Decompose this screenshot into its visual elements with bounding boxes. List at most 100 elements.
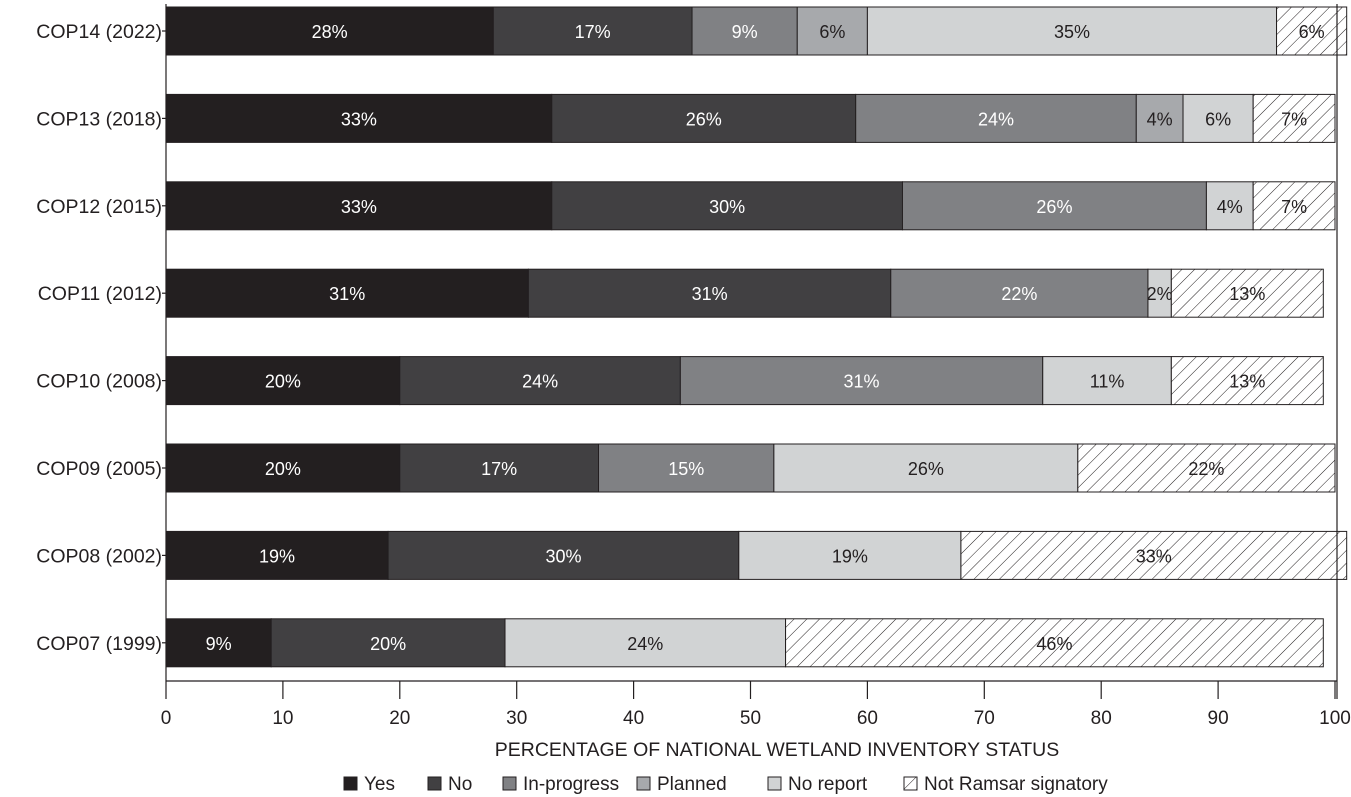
data-label: 11%	[1090, 372, 1125, 392]
category-label: COP07 (1999)	[36, 633, 162, 655]
x-tick-label: 30	[506, 708, 527, 729]
data-label: 30%	[545, 546, 581, 566]
legend: Yes No In-progress Planned No report Not Rams…	[343, 774, 1108, 795]
bar-segment	[270, 618, 506, 668]
x-tick-label: 10	[272, 708, 293, 729]
legend-label: Planned	[657, 774, 727, 795]
bar-segment	[551, 181, 903, 231]
bar-segment	[504, 618, 787, 668]
data-label: 31%	[692, 284, 728, 304]
bar-segment	[960, 530, 1348, 580]
bar-segment	[785, 618, 1324, 668]
data-label: 31%	[844, 372, 880, 392]
data-label: 19%	[259, 546, 295, 566]
data-label: 4%	[1217, 197, 1243, 217]
category-label: COP14 (2022)	[36, 21, 162, 43]
bar-segment	[855, 93, 1137, 143]
data-label: 2%	[1147, 284, 1173, 304]
data-label: 26%	[908, 459, 944, 479]
x-ticks-layer: 0 10 20 30 40 50 60 70 80 90 100	[161, 681, 1351, 729]
data-label: 26%	[1036, 197, 1072, 217]
legend-swatch	[636, 776, 651, 791]
bar-segment	[1252, 93, 1336, 143]
category-labels-layer: COP14 (2022) COP13 (2018) COP12 (2015) COP1…	[36, 21, 166, 655]
data-label: 33%	[341, 197, 377, 217]
bar-segment	[691, 6, 798, 56]
bar-segment	[165, 618, 272, 668]
data-label: 7%	[1281, 109, 1307, 129]
legend-label: Yes	[364, 774, 395, 795]
bar-segment	[1135, 93, 1184, 143]
data-label: 19%	[832, 546, 868, 566]
bar-segment	[1042, 356, 1172, 406]
x-tick-label: 80	[1091, 708, 1112, 729]
x-tick-label: 20	[389, 708, 410, 729]
data-label: 33%	[341, 109, 377, 129]
x-tick-label: 0	[161, 708, 172, 729]
legend-swatch	[343, 776, 358, 791]
data-label: 15%	[668, 459, 704, 479]
data-label: 9%	[206, 634, 232, 654]
bar-segment	[399, 356, 681, 406]
data-label: 7%	[1281, 197, 1307, 217]
data-label: 13%	[1229, 372, 1265, 392]
data-label: 9%	[732, 22, 758, 42]
data-label: 6%	[1299, 22, 1325, 42]
data-label: 4%	[1147, 109, 1173, 129]
data-label: 26%	[686, 109, 722, 129]
data-label: 33%	[1136, 546, 1172, 566]
legend-label: In-progress	[523, 774, 619, 795]
x-tick-label: 70	[974, 708, 995, 729]
bar-segment	[492, 6, 693, 56]
data-label: 31%	[329, 284, 365, 304]
category-label: COP12 (2015)	[36, 196, 162, 218]
x-tick-label: 50	[740, 708, 761, 729]
data-label: 20%	[265, 372, 301, 392]
data-label: 30%	[709, 197, 745, 217]
bar-segment	[165, 93, 553, 143]
bar-segment	[1077, 443, 1336, 493]
data-label: 17%	[575, 22, 611, 42]
bar-segment	[890, 268, 1149, 318]
x-tick-label: 40	[623, 708, 644, 729]
legend-label: No report	[788, 774, 868, 795]
bar-segment	[165, 356, 401, 406]
legend-swatch	[903, 776, 918, 791]
legend-label: Not Ramsar signatory	[924, 774, 1108, 795]
category-label: COP13 (2018)	[36, 108, 162, 130]
data-label: 20%	[265, 459, 301, 479]
bar-segment	[527, 268, 892, 318]
data-label: 46%	[1036, 634, 1072, 654]
legend-swatch	[502, 776, 517, 791]
axes-layer	[165, 4, 1338, 699]
legend-swatch	[427, 776, 442, 791]
category-label: COP10 (2008)	[36, 371, 162, 393]
bar-segment	[165, 181, 553, 231]
data-label: 13%	[1229, 284, 1265, 304]
data-label: 22%	[1188, 459, 1224, 479]
data-label: 6%	[1205, 109, 1231, 129]
legend-swatch	[767, 776, 782, 791]
data-label: 28%	[312, 22, 348, 42]
data-label: 17%	[481, 459, 517, 479]
bar-segment	[1276, 6, 1348, 56]
bar-segment	[1252, 181, 1336, 231]
bar-segment	[1205, 181, 1254, 231]
bar-segment	[773, 443, 1079, 493]
legend-label: No	[448, 774, 472, 795]
x-axis-title: PERCENTAGE OF NATIONAL WETLAND INVENTORY…	[495, 739, 1060, 761]
bar-segment	[679, 356, 1044, 406]
data-label: 24%	[978, 109, 1014, 129]
category-label: COP11 (2012)	[38, 283, 162, 305]
x-tick-label: 60	[857, 708, 878, 729]
data-label: 22%	[1001, 284, 1037, 304]
bar-segment	[866, 6, 1278, 56]
bar-segment	[1170, 356, 1324, 406]
bar-segment	[551, 93, 857, 143]
category-label: COP09 (2005)	[36, 458, 162, 480]
data-label: 35%	[1054, 22, 1090, 42]
data-label: 20%	[370, 634, 406, 654]
data-label: 24%	[627, 634, 663, 654]
x-tick-label: 90	[1208, 708, 1229, 729]
bars-layer: 28% 17% 9% 6% 35% 6% 33% 26% 24% 4% 6% 7% 33% 30% 26% 4…	[165, 6, 1348, 668]
